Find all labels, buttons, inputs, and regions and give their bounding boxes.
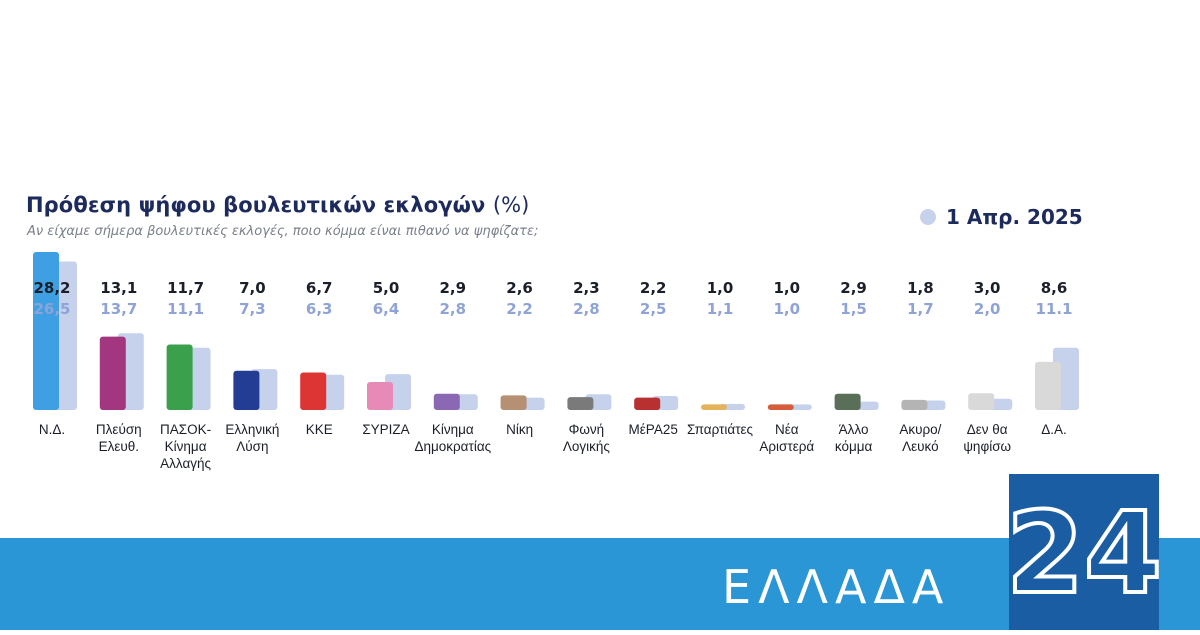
legend: 1 Απρ. 2025 xyxy=(920,205,1083,229)
category-label: Δημοκρατίας xyxy=(414,439,491,454)
category-label: Νέα xyxy=(775,422,799,437)
bar-current xyxy=(367,381,393,410)
category-label: Λύση xyxy=(236,439,268,454)
brand-band xyxy=(0,538,1200,630)
bar-current xyxy=(1035,361,1061,410)
category-label: Λογικής xyxy=(563,439,611,454)
data-label-previous: 2,8 xyxy=(440,300,467,318)
data-label-previous: 6,4 xyxy=(373,300,400,318)
data-label-current: 2,9 xyxy=(440,279,467,297)
category-label: Ελληνική xyxy=(225,422,279,437)
category-label: ψηφίσω xyxy=(963,439,1011,454)
data-label-current: 5,0 xyxy=(373,279,400,297)
category-label: ΠΑΣΟΚ- xyxy=(160,422,211,437)
bar-current xyxy=(99,336,126,410)
data-label-current: 2,9 xyxy=(840,279,867,297)
bar-current xyxy=(834,393,861,410)
legend-swatch xyxy=(920,209,936,225)
category-label: Δεν θα xyxy=(967,422,1008,437)
data-label-current: 1,0 xyxy=(774,279,801,297)
data-label-current: 11,7 xyxy=(167,279,204,297)
bar-current xyxy=(968,393,995,410)
bar-current xyxy=(233,370,260,410)
category-label: Λευκό xyxy=(902,439,939,454)
category-label: Σπαρτιάτες xyxy=(687,422,754,437)
bar-current xyxy=(901,399,928,410)
bar-current xyxy=(767,404,794,410)
data-label-previous: 2,5 xyxy=(640,300,667,318)
category-label: κόμμα xyxy=(835,439,873,454)
category-label: Αλλαγής xyxy=(160,456,211,471)
data-label-previous: 7,3 xyxy=(239,300,266,318)
data-label-previous: 1,0 xyxy=(774,300,801,318)
category-label: ΣΥΡΙΖΑ xyxy=(362,422,409,437)
bar-chart: 28,2 26,5 Ν.Δ. 13,1 13,7 Πλεύση Ελευθ. 11,7 11,1… xyxy=(33,252,1079,471)
category-label: Ν.Δ. xyxy=(39,422,65,437)
category-label: ΜέΡΑ25 xyxy=(629,422,678,437)
data-label-current: 7,0 xyxy=(239,279,266,297)
category-label: Νίκη xyxy=(506,422,533,437)
category-label: Άλλο xyxy=(839,422,869,437)
category-label: Φωνή xyxy=(569,422,605,437)
data-label-current: 13,1 xyxy=(100,279,137,297)
bar-current xyxy=(634,397,661,410)
bar-current xyxy=(701,404,727,410)
bar-current xyxy=(33,252,59,410)
category-label: Κίνημα xyxy=(165,439,207,454)
data-label-previous: 11,1 xyxy=(167,300,204,318)
data-label-current: 3,0 xyxy=(974,279,1001,297)
data-label-current: 2,2 xyxy=(640,279,667,297)
data-label-current: 1,0 xyxy=(707,279,734,297)
data-label-current: 2,3 xyxy=(573,279,600,297)
data-label-previous: 13,7 xyxy=(100,300,137,318)
data-label-previous: 26,5 xyxy=(33,300,70,318)
data-label-previous: 1,5 xyxy=(840,300,867,318)
brand-logo-mark: 24 xyxy=(1004,487,1164,621)
category-label: Πλεύση xyxy=(96,422,142,437)
chart-subtitle: Αν είχαμε σήμερα βουλευτικές εκλογές, πο… xyxy=(27,224,539,239)
bar-current xyxy=(567,397,594,410)
chart-title-text: Πρόθεση ψήφου βουλευτικών εκλογών xyxy=(26,193,486,217)
category-label: ΚΚΕ xyxy=(306,422,333,437)
bar-current xyxy=(300,372,327,410)
data-label-previous: 2,2 xyxy=(506,300,533,318)
data-label-previous: 1,1 xyxy=(707,300,734,318)
category-label: Ελευθ. xyxy=(99,439,139,454)
data-label-previous: 2,0 xyxy=(974,300,1001,318)
category-label: Κίνημα xyxy=(432,422,474,437)
category-label: Ακυρο/ xyxy=(899,422,941,437)
chart-title: Πρόθεση ψήφου βουλευτικών εκλογών (%) xyxy=(26,193,529,217)
brand-logo-text: 24 xyxy=(1009,489,1159,619)
category-label: Αριστερά xyxy=(759,439,814,454)
bar-current xyxy=(166,344,193,410)
brand-logo: 24 xyxy=(1004,474,1164,630)
data-label-current: 1,8 xyxy=(907,279,934,297)
data-label-previous: 1,7 xyxy=(907,300,934,318)
brand-band-text: ΕΛΛΑΔΑ xyxy=(722,560,951,614)
data-label-current: 8,6 xyxy=(1041,279,1068,297)
data-label-previous: 11.1 xyxy=(1035,300,1072,318)
data-label-previous: 2,8 xyxy=(573,300,600,318)
bar-current xyxy=(433,393,460,410)
data-label-current: 2,6 xyxy=(506,279,533,297)
data-label-previous: 6,3 xyxy=(306,300,333,318)
data-label-current: 6,7 xyxy=(306,279,333,297)
data-label-current: 28,2 xyxy=(33,279,70,297)
chart-title-unit: (%) xyxy=(492,193,530,217)
legend-label: 1 Απρ. 2025 xyxy=(946,205,1083,229)
bar-current xyxy=(500,395,527,410)
category-label: Δ.Α. xyxy=(1041,422,1067,437)
